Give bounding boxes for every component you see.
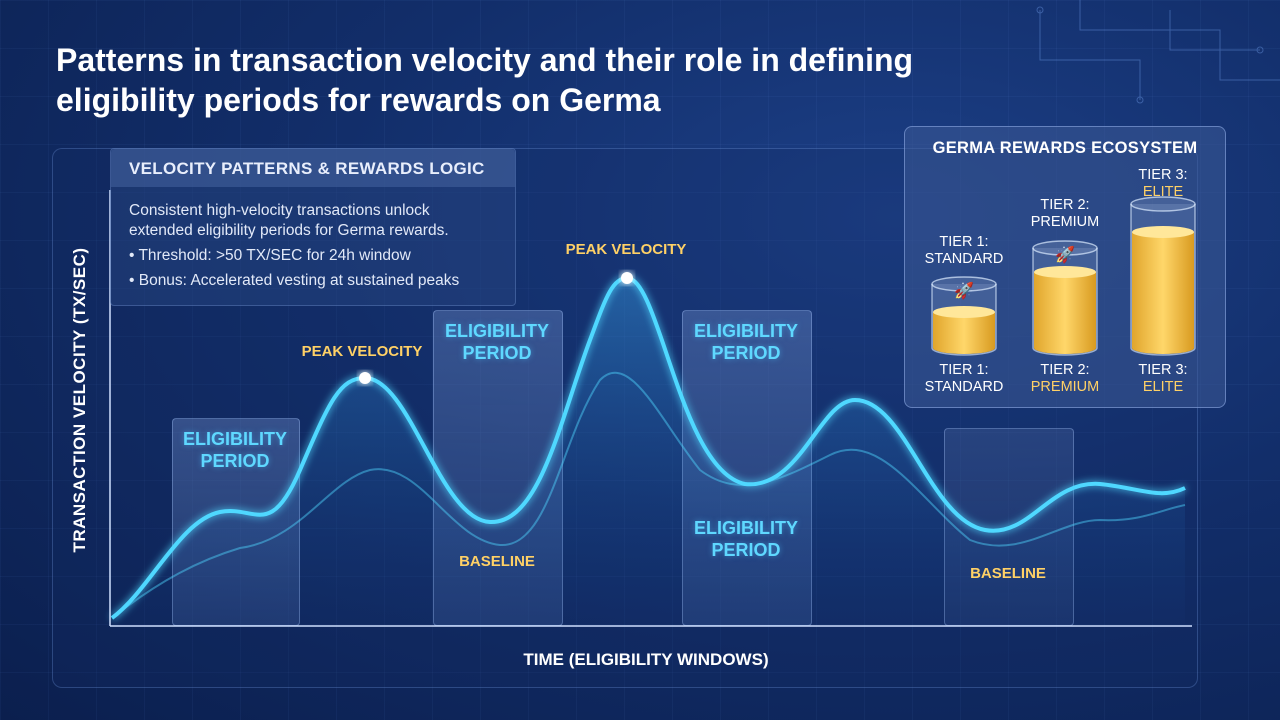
peak-marker-1	[359, 372, 371, 384]
velocity-area	[112, 278, 1185, 624]
eligibility-label-lower: ELIGIBILITY PERIOD	[694, 517, 798, 561]
eligibility-label-lower-line1: ELIGIBILITY	[693, 518, 799, 538]
tier-3-bottom-line1: TIER 3:	[1138, 362, 1188, 378]
tier-2-cylinder	[1032, 240, 1098, 356]
tier-3-bottom-line2: ELITE	[1142, 379, 1184, 395]
x-axis-label: TIME (ELIGIBILITY WINDOWS)	[523, 650, 769, 669]
eligibility-label-1-line2: PERIOD	[200, 451, 270, 471]
tier-2-bottom-line2: PREMIUM	[1030, 379, 1100, 395]
eligibility-label-lower-line2: PERIOD	[711, 540, 781, 560]
tier-1-bottom-line1: TIER 1:	[939, 362, 989, 378]
rewards-logic-header: VELOCITY PATTERNS & REWARDS LOGIC	[111, 149, 515, 187]
rewards-logic-box: VELOCITY PATTERNS & REWARDS LOGIC Consis…	[110, 148, 516, 306]
tier-2-bottom-label: TIER 2: PREMIUM	[1031, 362, 1099, 396]
primary-velocity-line	[110, 275, 1186, 620]
peak-velocity-label-2: PEAK VELOCITY	[565, 241, 687, 258]
y-axis-label: TRANSACTION VELOCITY (TX/SEC)	[70, 247, 89, 553]
tier-2-top-label: TIER 2: PREMIUM	[1031, 197, 1099, 231]
eligibility-label-3-line1: ELIGIBILITY	[693, 321, 799, 341]
rocket-icon: 🚀	[954, 283, 974, 300]
eligibility-label-1: ELIGIBILITY PERIOD	[183, 428, 287, 472]
logic-bullet-bonus: • Bonus: Accelerated vesting at sustaine…	[129, 272, 460, 289]
eligibility-label-2-line2: PERIOD	[462, 343, 532, 363]
eligibility-label-3-line2: PERIOD	[711, 343, 781, 363]
tier-3-top-label: TIER 3: ELITE	[1138, 167, 1187, 201]
secondary-velocity-line	[111, 371, 1186, 619]
tier-3-cylinder	[1130, 196, 1196, 356]
tier-1-cylinder	[931, 276, 997, 356]
tier-3-top-line2: ELITE	[1142, 184, 1184, 200]
tier-1-bottom-line2: STANDARD	[924, 379, 1004, 395]
tier-2-bottom-line1: TIER 2:	[1040, 362, 1090, 378]
ecosystem-title: GERMA REWARDS ECOSYSTEM	[932, 139, 1198, 157]
circuit-decoration	[1036, 0, 1280, 104]
tier-2-top-line1: TIER 2:	[1040, 197, 1090, 213]
tier-3-top-line1: TIER 3:	[1138, 167, 1188, 183]
baseline-label-1: BASELINE	[459, 553, 535, 570]
tier-1-top-line2: STANDARD	[924, 251, 1004, 267]
tier-3-bottom-label: TIER 3: ELITE	[1138, 362, 1187, 396]
tier-2-top-line2: PREMIUM	[1030, 214, 1100, 230]
eligibility-label-2: ELIGIBILITY PERIOD	[445, 320, 549, 364]
logic-text-line-1: Consistent high-velocity transactions un…	[129, 202, 430, 219]
eligibility-label-1-line1: ELIGIBILITY	[182, 429, 288, 449]
tier-1-top-label: TIER 1: STANDARD	[925, 234, 1004, 268]
peak-marker-2	[621, 272, 633, 284]
eligibility-label-2-line1: ELIGIBILITY	[444, 321, 550, 341]
baseline-label-2: BASELINE	[970, 565, 1046, 582]
tier-1-bottom-label: TIER 1: STANDARD	[925, 362, 1004, 396]
page-title: Patterns in transaction velocity and the…	[56, 42, 914, 118]
tier-1-top-line1: TIER 1:	[939, 234, 989, 250]
rewards-logic-title: VELOCITY PATTERNS & REWARDS LOGIC	[129, 159, 485, 178]
rocket-icon: 🚀	[1055, 247, 1075, 264]
logic-text-line-2: extended eligibility periods for Germa r…	[129, 222, 449, 239]
peak-velocity-label-1: PEAK VELOCITY	[301, 343, 423, 360]
eligibility-label-3: ELIGIBILITY PERIOD	[694, 320, 798, 364]
logic-bullet-threshold: • Threshold: >50 TX/SEC for 24h window	[129, 247, 411, 264]
